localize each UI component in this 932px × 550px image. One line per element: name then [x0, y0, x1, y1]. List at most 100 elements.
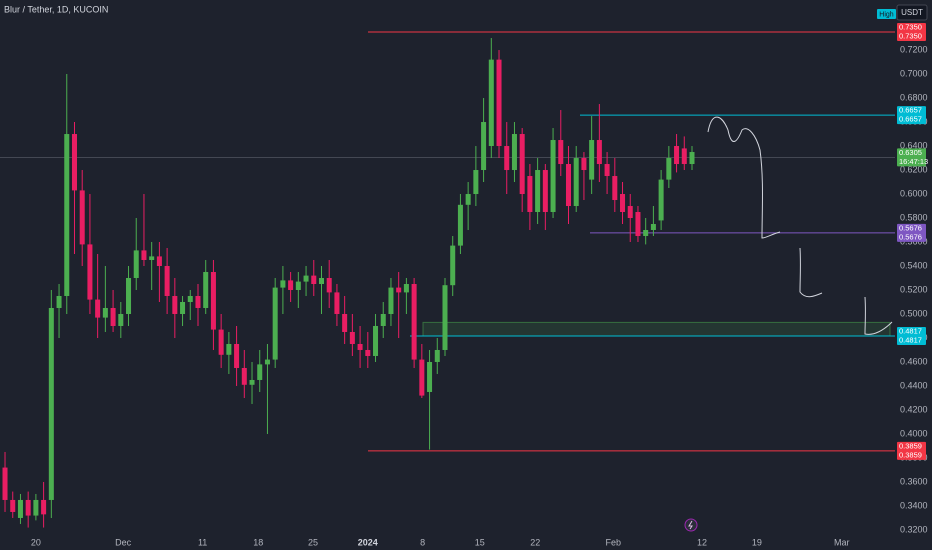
candle-body: [10, 499, 16, 512]
y-tick-label: 0.5800: [900, 212, 928, 222]
candle-body: [41, 499, 47, 515]
candle-body: [666, 158, 672, 180]
candle-body: [380, 313, 386, 326]
candle-body: [25, 499, 31, 516]
candle-body: [295, 281, 301, 290]
candle-body: [203, 271, 209, 308]
x-tick-label: 20: [31, 537, 41, 547]
candle-body: [71, 134, 77, 191]
x-tick-label: Dec: [115, 537, 132, 547]
candle-body: [581, 158, 587, 171]
y-tick-label: 0.3400: [900, 500, 928, 510]
y-tick-label: 0.6800: [900, 92, 928, 102]
candle-body: [288, 280, 294, 290]
candle-body: [318, 277, 324, 284]
candle-body: [373, 325, 379, 356]
candle-body: [110, 307, 116, 326]
price-tag: [897, 441, 926, 460]
price-tag: [897, 326, 926, 345]
candle-body: [280, 280, 286, 288]
candle-body: [172, 295, 178, 314]
candle-body: [79, 190, 85, 245]
lightning-icon[interactable]: [684, 518, 698, 532]
candle-body: [442, 285, 448, 350]
drawing: [799, 247, 823, 298]
x-tick-label: 11: [198, 537, 207, 547]
candle-body: [95, 299, 101, 318]
y-tick-label: 0.5400: [900, 260, 928, 270]
candle-body: [527, 176, 533, 213]
candle-body: [102, 307, 108, 318]
candle-body: [681, 148, 687, 165]
candle-body: [519, 134, 525, 195]
y-tick-label: 0.7000: [900, 68, 928, 78]
candle-body: [126, 277, 132, 314]
price-tag: [897, 106, 926, 125]
candle-body: [303, 275, 309, 282]
x-tick-label: 25: [308, 537, 318, 547]
candle-body: [465, 194, 471, 205]
candle-body: [604, 164, 610, 177]
x-tick-label: 18: [253, 537, 263, 547]
price-tag: [897, 148, 926, 167]
candle-body: [141, 250, 147, 261]
candle-body: [56, 295, 62, 308]
candle-body: [434, 349, 440, 362]
candle-body: [689, 152, 695, 165]
candle-body: [195, 295, 201, 308]
candle-body: [457, 204, 463, 246]
candle-body: [64, 134, 70, 296]
candle-body: [87, 244, 93, 300]
candle-body: [156, 256, 162, 267]
candle-body: [450, 245, 456, 286]
x-tick-label: 19: [752, 537, 762, 547]
x-tick-label: Mar: [834, 537, 850, 547]
price-tag-label: 0.4817: [899, 326, 922, 335]
candle-body: [388, 287, 394, 314]
y-tick-label: 0.6000: [900, 188, 928, 198]
candle-body: [511, 134, 517, 171]
x-tick-label: 22: [530, 537, 540, 547]
candle-body: [504, 146, 510, 171]
price-tag-label: 0.7350: [899, 23, 922, 32]
y-tick-label: 0.4600: [900, 356, 928, 366]
candle-body: [2, 467, 8, 500]
x-tick-label: Feb: [606, 537, 622, 547]
candle-body: [311, 275, 317, 284]
y-tick-label: 0.5000: [900, 308, 928, 318]
candle-body: [427, 361, 433, 392]
candle-body: [210, 271, 216, 330]
candle-body: [550, 140, 556, 213]
candle-body: [334, 292, 340, 314]
price-tag-label: 0.6657: [899, 115, 922, 124]
price-tag-label: 0.5676: [899, 232, 922, 241]
candle-body: [264, 359, 270, 365]
y-tick-label: 0.4400: [900, 380, 928, 390]
y-tick-label: 0.6400: [900, 140, 928, 150]
currency-button[interactable]: [896, 4, 928, 21]
candle-body: [349, 331, 355, 344]
x-tick-label: 2024: [358, 537, 378, 547]
candle-body: [257, 364, 263, 380]
candle-body: [342, 313, 348, 332]
badge: High: [879, 11, 894, 18]
x-tick-label: 15: [475, 537, 485, 547]
candle-body: [488, 59, 494, 147]
candle-body: [234, 343, 240, 368]
lightning-glyph: [688, 520, 693, 530]
candle-body: [48, 307, 54, 500]
y-tick-label: 0.6200: [900, 164, 928, 174]
candle-body: [481, 122, 487, 171]
currency[interactable]: USDT: [901, 8, 923, 17]
badge-bg: [877, 9, 896, 19]
candle-body: [187, 295, 193, 302]
candle-body: [650, 224, 656, 231]
x-tick-label: 8: [420, 537, 425, 547]
candle-body: [620, 194, 626, 213]
candle-body: [180, 301, 186, 314]
price-tag: [897, 223, 926, 242]
candle-body: [249, 379, 255, 385]
candle-body: [496, 59, 502, 147]
